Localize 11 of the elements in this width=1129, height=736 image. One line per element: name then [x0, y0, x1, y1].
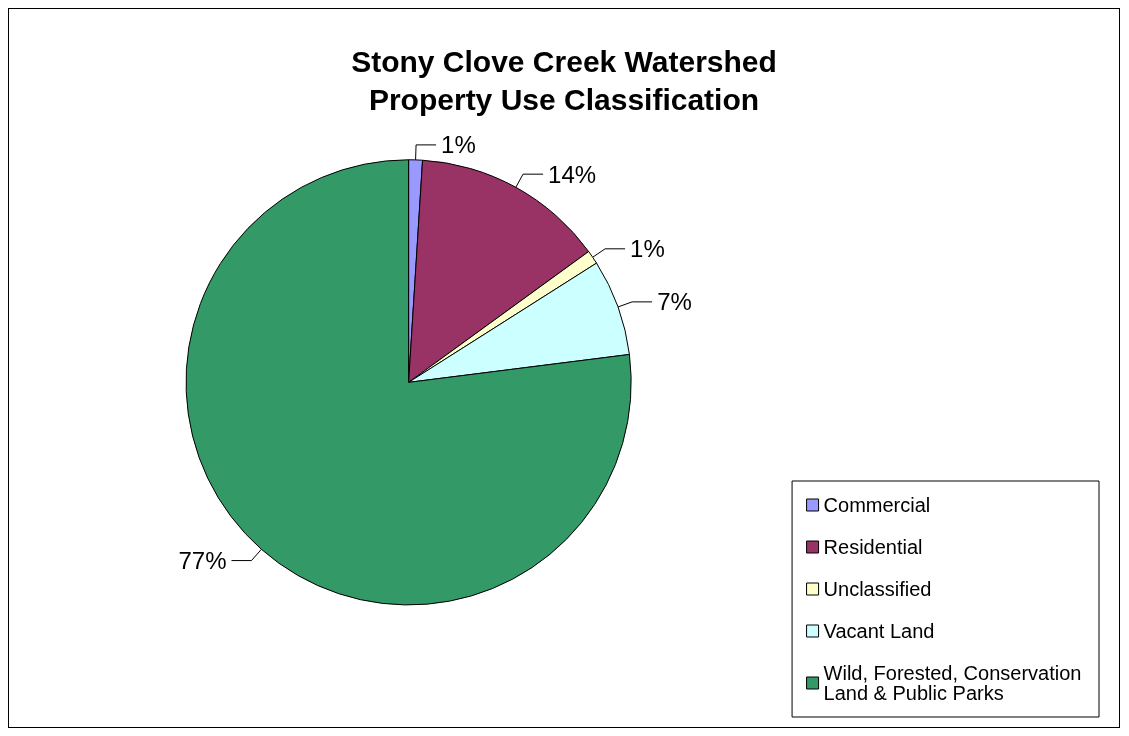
- legend-label: Residential: [823, 536, 923, 558]
- legend-label: Commercial: [823, 494, 931, 516]
- data-label: 7%: [657, 288, 692, 316]
- data-label: 1%: [630, 235, 665, 263]
- data-label: 77%: [178, 547, 227, 575]
- legend-label: Unclassified: [823, 578, 932, 600]
- data-label: 14%: [548, 160, 597, 188]
- chart-title: Stony Clove Creek Watershed Property Use Classification: [351, 44, 777, 116]
- legend-label: Vacant Land: [823, 620, 935, 642]
- data-label: 1%: [441, 131, 476, 159]
- legend-label: Wild, Forested, Conservation Land & Public Parks: [823, 662, 1087, 704]
